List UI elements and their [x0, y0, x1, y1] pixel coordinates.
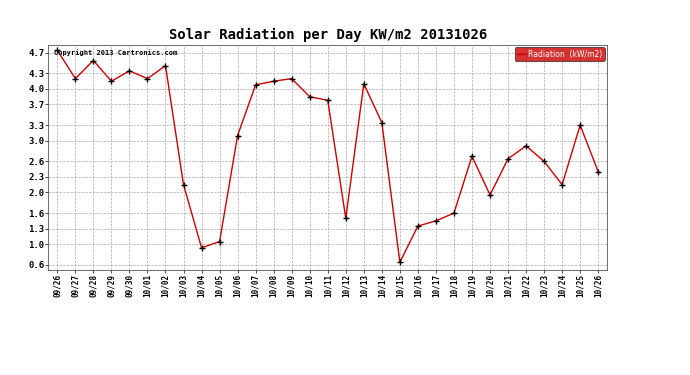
Title: Solar Radiation per Day KW/m2 20131026: Solar Radiation per Day KW/m2 20131026 — [168, 28, 487, 42]
Text: Copyright 2013 Cartronics.com: Copyright 2013 Cartronics.com — [54, 50, 177, 56]
Legend: Radiation  (kW/m2): Radiation (kW/m2) — [515, 47, 605, 61]
